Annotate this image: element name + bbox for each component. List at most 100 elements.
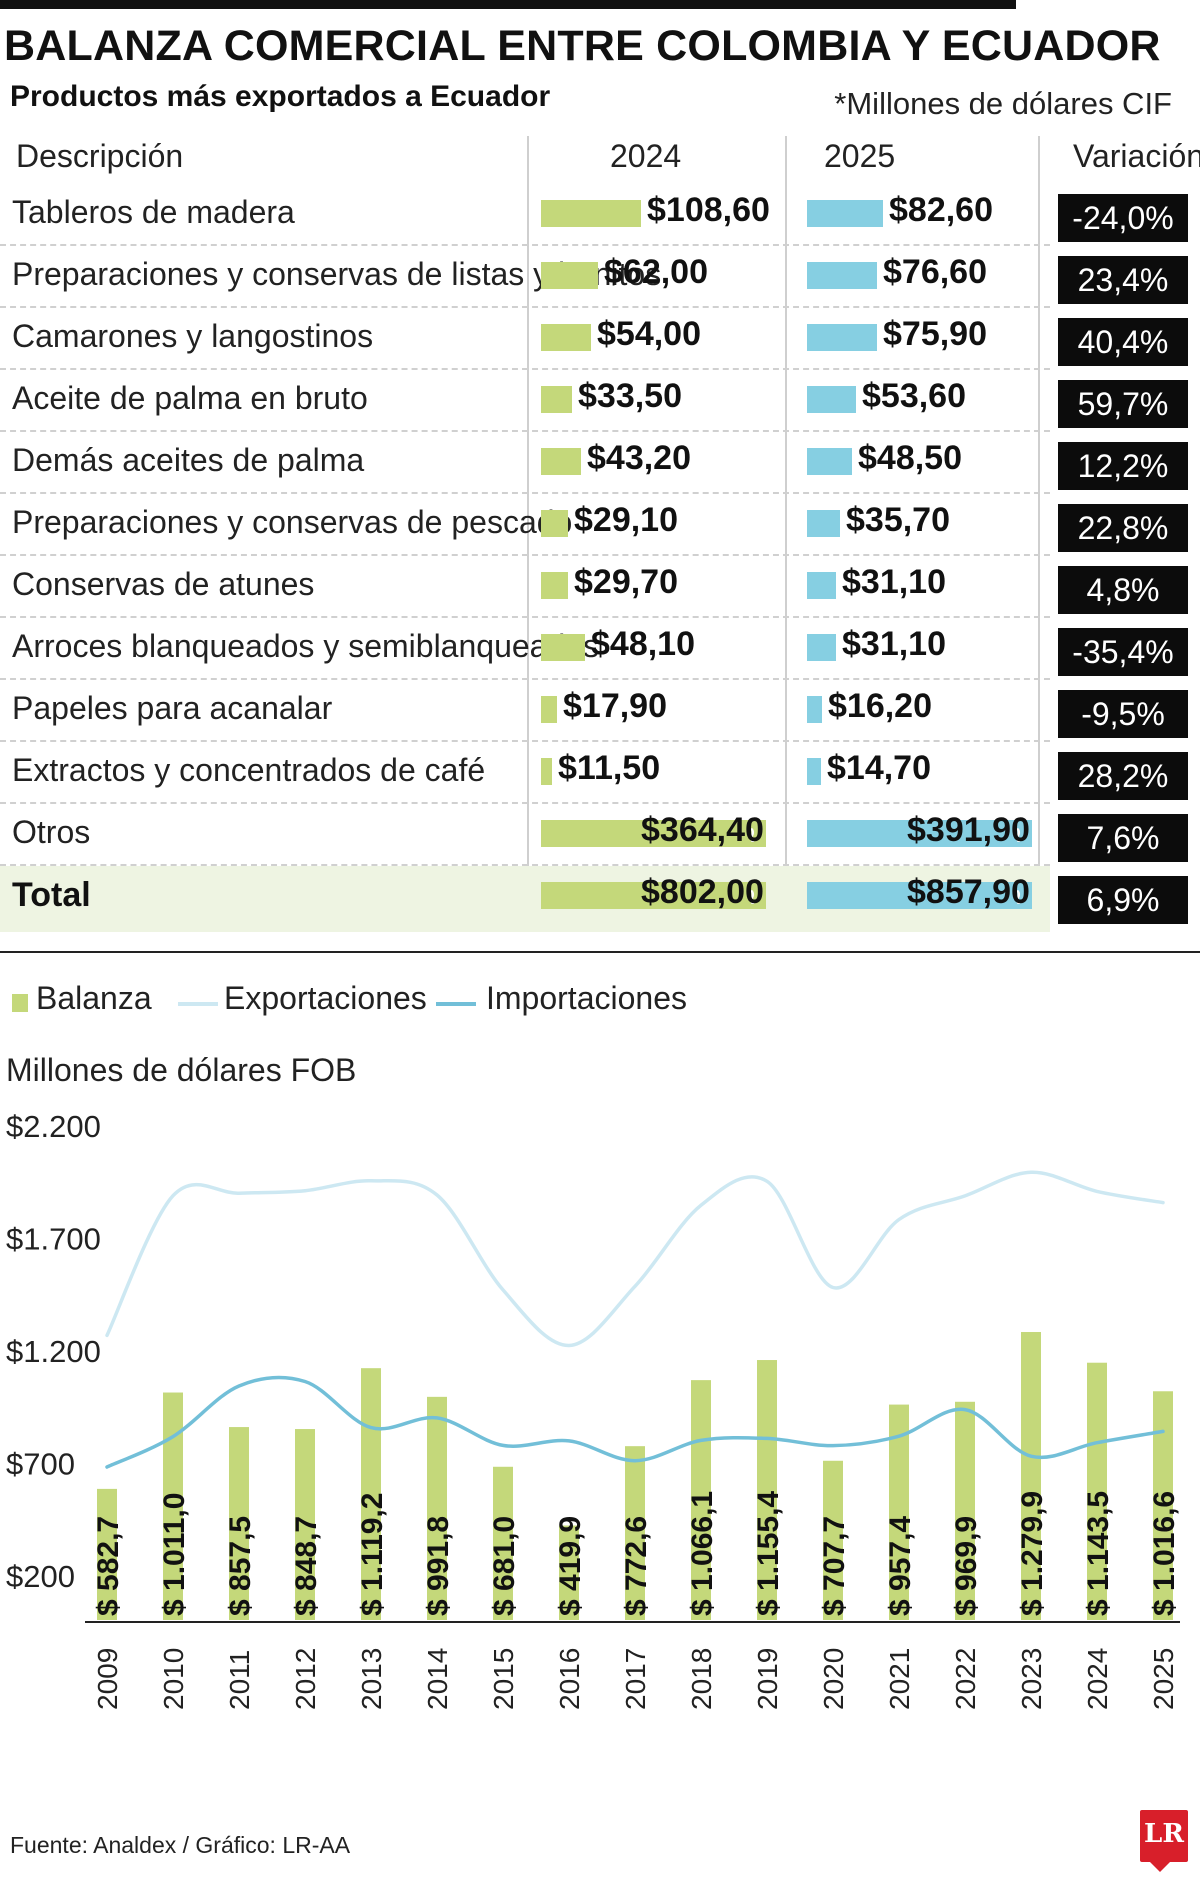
bar-value-label: $ 772,6 [620, 1516, 653, 1616]
importaciones-line [105, 1375, 1165, 1469]
value-2025: $857,90 [907, 873, 1030, 911]
bar-value-label: $ 991,8 [422, 1516, 455, 1616]
bar-2013 [361, 1368, 381, 1620]
table-row: Arroces blanqueados y semiblanqueados $48… [0, 618, 1200, 680]
section-divider [0, 951, 1200, 953]
bar-2025 [807, 200, 883, 227]
column-divider [785, 136, 787, 930]
row-description: Conservas de atunes [12, 566, 315, 602]
value-2024: $108,60 [647, 191, 770, 229]
table-row: Camarones y langostinos $54,00 $75,90 40,4% [0, 308, 1200, 370]
x-tick-label-2011: 2011 [224, 1650, 255, 1710]
legend-balanza-swatch [12, 994, 28, 1012]
scale-break-icon: ≀ [1014, 822, 1023, 847]
bar-value-label: $ 1.155,4 [752, 1491, 785, 1616]
legend-balanza-label: Balanza [36, 980, 152, 1016]
bar-2025 [807, 758, 821, 785]
value-2025: $76,60 [883, 253, 987, 291]
row-description: Tableros de madera [12, 194, 295, 230]
table-row: Demás aceites de palma $43,20 $48,50 12,2% [0, 432, 1200, 494]
bar-2024 [541, 200, 641, 227]
bar-value-label: $ 1.066,1 [686, 1491, 719, 1616]
bar-value-label: $ 582,7 [92, 1516, 125, 1616]
lr-logo: LR [1140, 1810, 1188, 1872]
value-2025: $31,10 [842, 563, 946, 601]
bar-2015 [493, 1466, 513, 1620]
row-description: Demás aceites de palma [12, 442, 365, 478]
bar-value-label: $ 969,9 [950, 1516, 983, 1616]
row-description: Camarones y langostinos [12, 318, 374, 354]
value-2024: $29,10 [574, 501, 678, 539]
table-subtitle: Productos más exportados a Ecuador [10, 80, 551, 113]
table-row: Otros ≀ $364,40 ≀ $391,90 7,6% [0, 804, 1200, 866]
x-tick-label-2016: 2016 [554, 1648, 585, 1710]
bar-2025 [807, 262, 877, 289]
row-separator [0, 864, 1050, 866]
variation-badge: 12,2% [1058, 442, 1188, 490]
bar-2024 [541, 882, 766, 909]
col-header-2025: 2025 [824, 138, 896, 174]
x-tick-label-2023: 2023 [1016, 1648, 1047, 1710]
value-2024: $11,50 [558, 749, 661, 787]
value-2025: $53,60 [862, 377, 966, 415]
top-rule [0, 0, 1016, 9]
value-2024: $29,70 [574, 563, 678, 601]
bar-2019 [757, 1360, 777, 1620]
table-row: Aceite de palma en bruto $33,50 $53,60 59,7… [0, 370, 1200, 432]
bar-2009 [97, 1488, 117, 1620]
x-tick-label-2013: 2013 [356, 1648, 387, 1710]
value-2024: $33,50 [578, 377, 682, 415]
value-2025: $14,70 [827, 749, 931, 787]
col-header-variation: Variación [1073, 138, 1200, 174]
scale-break-icon: ≀ [1014, 884, 1023, 909]
value-2024: $802,00 [641, 873, 764, 911]
bar-2025 [807, 634, 836, 661]
x-tick-label-2015: 2015 [488, 1648, 519, 1710]
x-tick-label-2017: 2017 [620, 1648, 651, 1710]
row-description: Otros [12, 814, 91, 850]
bar-2020 [823, 1460, 843, 1620]
bar-2011 [229, 1427, 249, 1620]
scale-break-icon: ≀ [748, 884, 757, 909]
y-tick-label: $700 [6, 1447, 75, 1482]
bar-2024 [541, 758, 552, 785]
bar-value-label: $ 1.119,2 [356, 1493, 389, 1616]
bar-2024 [541, 386, 572, 413]
bar-value-label: $ 419,9 [554, 1516, 587, 1616]
legend-importaciones-swatch [436, 1002, 476, 1006]
row-separator [0, 554, 1050, 556]
table-row: Preparaciones y conservas de pescado $29,… [0, 494, 1200, 556]
bar-2024 [541, 696, 557, 723]
bar-2025 [807, 324, 877, 351]
bar-2021 [889, 1404, 909, 1620]
row-description: Papeles para acanalar [12, 690, 333, 726]
value-2025: $16,20 [828, 687, 932, 725]
x-tick-label-2020: 2020 [818, 1648, 849, 1710]
row-description: Preparaciones y conservas de pescado [12, 504, 573, 540]
value-2024: $17,90 [563, 687, 667, 725]
value-2025: $75,90 [883, 315, 987, 353]
bar-2017 [625, 1446, 645, 1620]
x-tick-label-2010: 2010 [158, 1648, 189, 1710]
bar-2024 [1087, 1362, 1107, 1620]
variation-badge: -35,4% [1058, 628, 1188, 676]
x-tick-label-2019: 2019 [752, 1648, 783, 1710]
row-separator [0, 368, 1050, 370]
bar-2025 [1153, 1391, 1173, 1620]
bar-value-label: $ 1.143,5 [1082, 1491, 1115, 1616]
value-2025: $391,90 [907, 811, 1030, 849]
value-2024: $62,00 [604, 253, 708, 291]
bar-2022 [955, 1401, 975, 1620]
exportaciones-line [105, 1170, 1165, 1348]
row-separator [0, 616, 1050, 618]
variation-badge: 23,4% [1058, 256, 1188, 304]
scale-break-icon: ≀ [748, 822, 757, 847]
bar-value-label: $ 848,7 [290, 1516, 323, 1616]
bar-2023 [1021, 1332, 1041, 1620]
row-description: Extractos y concentrados de café [12, 752, 486, 788]
row-description: Arroces blanqueados y semiblanqueados [12, 628, 600, 664]
row-separator [0, 430, 1050, 432]
bar-2025 [807, 510, 840, 537]
bar-value-label: $ 857,5 [224, 1516, 257, 1616]
bar-2014 [427, 1396, 447, 1620]
